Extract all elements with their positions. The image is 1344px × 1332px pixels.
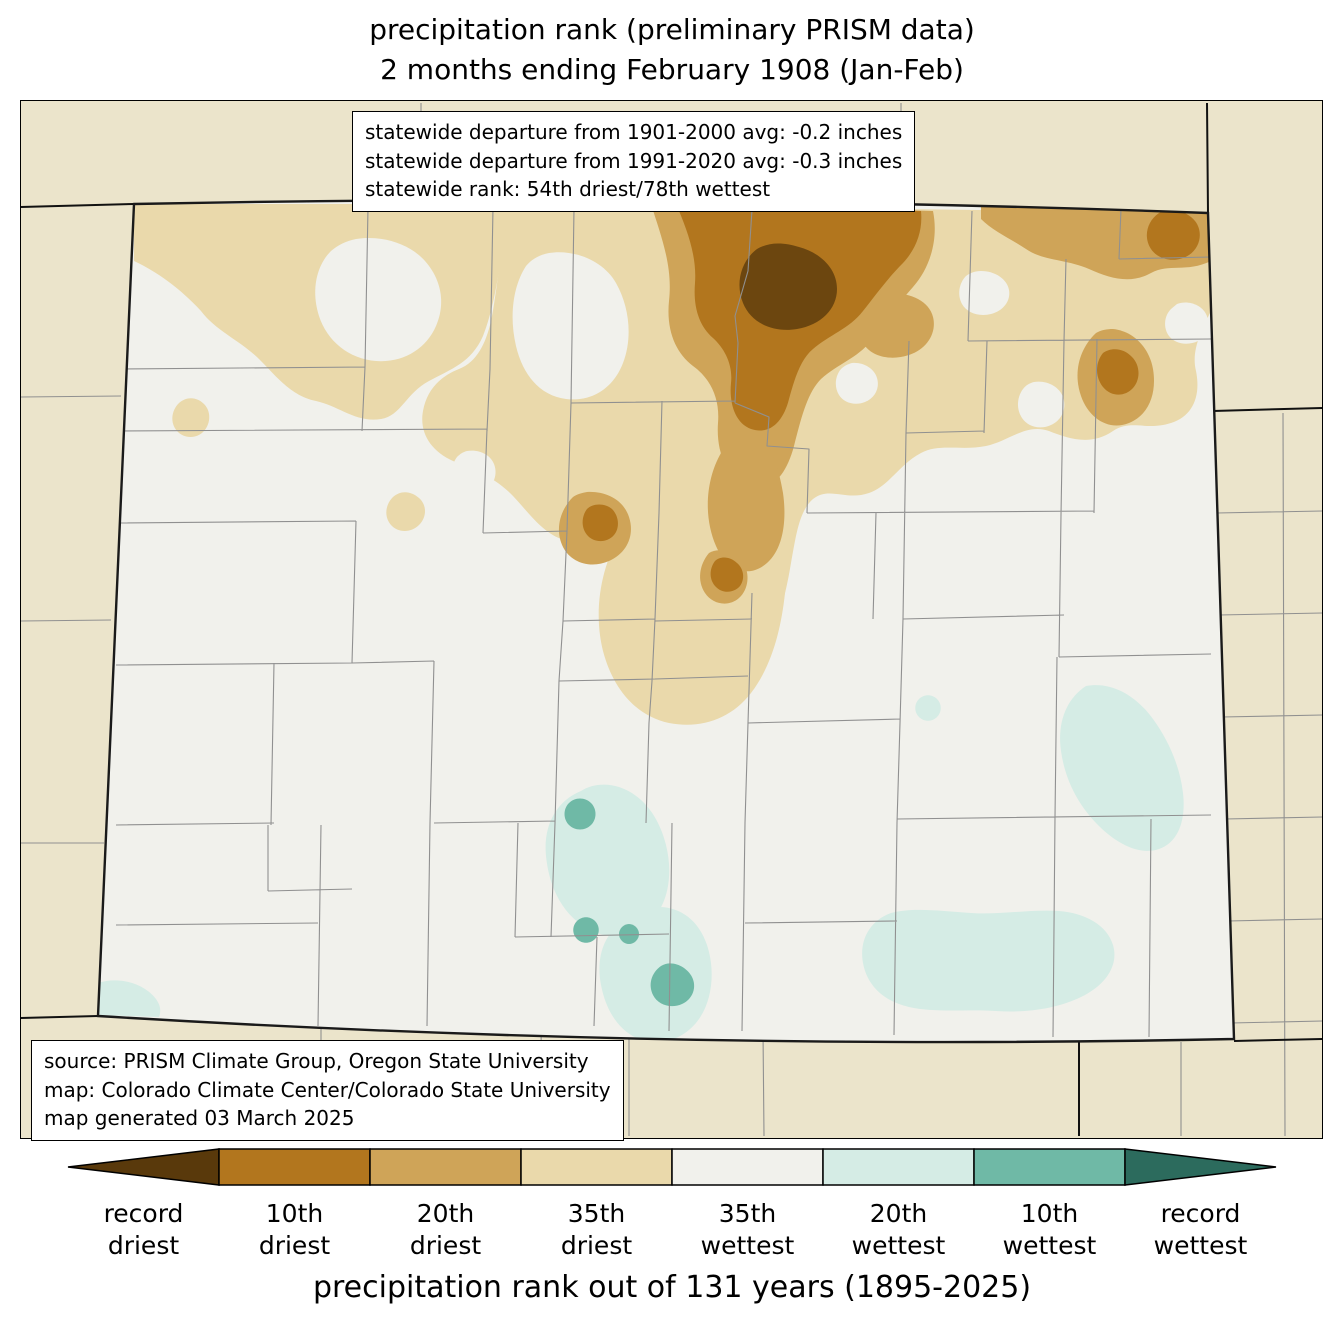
legend-segment-35th-driest <box>520 1148 673 1186</box>
stats-line-1: statewide departure from 1901-2000 avg: … <box>365 120 903 144</box>
stats-line-2: statewide departure from 1991-2020 avg: … <box>365 148 903 173</box>
legend-segment-20th-wettest <box>822 1148 975 1186</box>
title-line-1: precipitation rank (preliminary PRISM da… <box>369 13 975 46</box>
legend-segment-20th-driest <box>369 1148 522 1186</box>
rank-region-record-driest <box>739 243 837 330</box>
color-scale-legend <box>67 1148 1277 1186</box>
legend-label-20th-wettest: 20th wettest <box>851 1199 946 1260</box>
neighbor-state-borders <box>21 102 1322 1136</box>
rank-region-20th-wettest <box>98 685 1184 1043</box>
legend-labels-row: record driest 10th driest 20th driest 35… <box>68 1198 1276 1261</box>
legend-label-record-wettest: record wettest <box>1153 1199 1248 1260</box>
legend-label-20th-driest: 20th driest <box>409 1199 482 1260</box>
rank-regions <box>98 204 1212 1043</box>
county-boundaries <box>115 207 1212 1038</box>
source-attribution-box: source: PRISM Climate Group, Oregon Stat… <box>31 1040 624 1141</box>
legend-caption: precipitation rank out of 131 years (189… <box>312 1270 1032 1305</box>
rank-region-neutral-holes <box>315 237 1209 494</box>
legend-label-10th-wettest: 10th wettest <box>1002 1199 1097 1260</box>
statewide-stats-box: statewide departure from 1901-2000 avg: … <box>352 111 916 212</box>
legend-segment-35th-wettest <box>671 1148 824 1186</box>
legend-label-35th-wettest: 35th wettest <box>700 1199 795 1260</box>
source-line-2: map: Colorado Climate Center/Colorado St… <box>44 1077 611 1102</box>
legend-label-35th-driest: 35th driest <box>560 1199 633 1260</box>
page-title: precipitation rank (preliminary PRISM da… <box>0 10 1344 90</box>
stats-line-3: statewide rank: 54th driest/78th wettest <box>365 177 771 202</box>
source-line-3: map generated 03 March 2025 <box>44 1106 355 1131</box>
legend-segment-10th-driest <box>218 1148 371 1186</box>
legend-segment-10th-wettest <box>973 1148 1126 1186</box>
rank-region-10th-wettest <box>564 798 695 1007</box>
legend-label-record-driest: record driest <box>103 1199 184 1260</box>
colorado-precipitation-map: statewide departure from 1901-2000 avg: … <box>20 100 1323 1141</box>
legend-arrow-record-wettest <box>1124 1148 1277 1186</box>
legend-label-10th-driest: 10th driest <box>258 1199 331 1260</box>
title-line-2: 2 months ending February 1908 (Jan-Feb) <box>380 52 964 86</box>
map-canvas <box>21 101 1322 1138</box>
source-line-1: source: PRISM Climate Group, Oregon Stat… <box>44 1049 589 1073</box>
legend-arrow-record-driest <box>67 1148 220 1186</box>
